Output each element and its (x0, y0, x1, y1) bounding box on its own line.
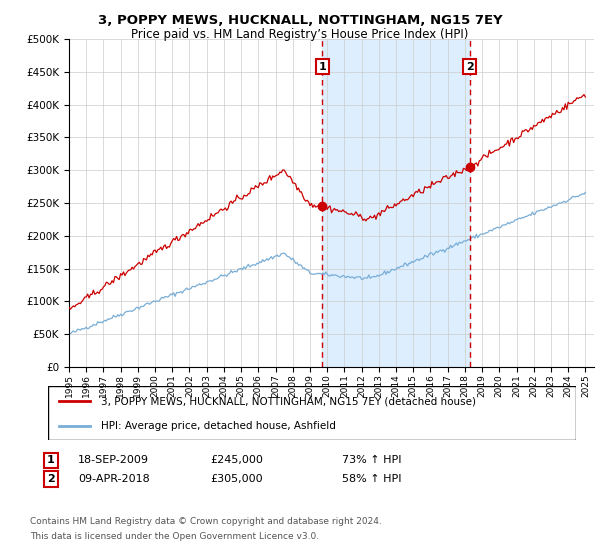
Text: 3, POPPY MEWS, HUCKNALL, NOTTINGHAM, NG15 7EY (detached house): 3, POPPY MEWS, HUCKNALL, NOTTINGHAM, NG1… (101, 396, 476, 407)
Text: Contains HM Land Registry data © Crown copyright and database right 2024.: Contains HM Land Registry data © Crown c… (30, 517, 382, 526)
Text: 1: 1 (319, 62, 326, 72)
Text: This data is licensed under the Open Government Licence v3.0.: This data is licensed under the Open Gov… (30, 532, 319, 541)
Text: 18-SEP-2009: 18-SEP-2009 (78, 455, 149, 465)
Text: 58% ↑ HPI: 58% ↑ HPI (342, 474, 401, 484)
Text: 2: 2 (47, 474, 55, 484)
Text: Price paid vs. HM Land Registry’s House Price Index (HPI): Price paid vs. HM Land Registry’s House … (131, 28, 469, 41)
Text: 73% ↑ HPI: 73% ↑ HPI (342, 455, 401, 465)
Text: 2: 2 (466, 62, 473, 72)
Text: 1: 1 (47, 455, 55, 465)
Text: 3, POPPY MEWS, HUCKNALL, NOTTINGHAM, NG15 7EY: 3, POPPY MEWS, HUCKNALL, NOTTINGHAM, NG1… (98, 14, 502, 27)
Text: £245,000: £245,000 (210, 455, 263, 465)
Bar (322, 39, 470, 367)
Text: HPI: Average price, detached house, Ashfield: HPI: Average price, detached house, Ashf… (101, 421, 335, 431)
Text: 09-APR-2018: 09-APR-2018 (78, 474, 150, 484)
Text: £305,000: £305,000 (210, 474, 263, 484)
